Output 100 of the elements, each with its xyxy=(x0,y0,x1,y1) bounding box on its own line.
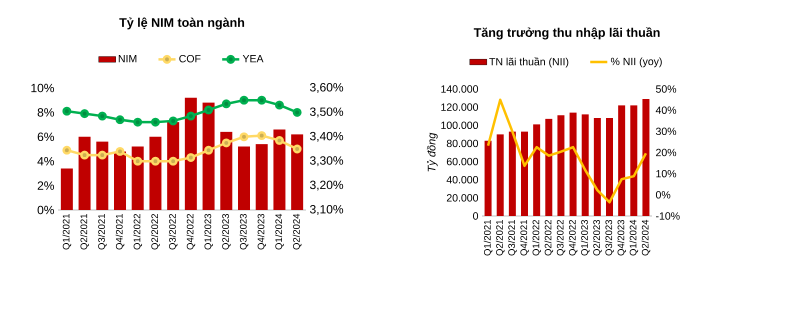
point xyxy=(98,112,107,121)
x-tick-label: Q4/2021 xyxy=(520,220,529,256)
x-tick-label: Q4/2022 xyxy=(568,220,578,256)
point xyxy=(186,112,196,121)
x-tick-label: Q4/2023 xyxy=(617,220,626,256)
y2-tick-label: 30% xyxy=(656,128,676,136)
point xyxy=(292,144,302,154)
point xyxy=(257,131,266,140)
x-tick-label: Q3/2023 xyxy=(605,220,614,256)
x-tick-label: Q3/2021 xyxy=(98,214,107,250)
point xyxy=(222,99,231,108)
x-tick-label: Q1/2022 xyxy=(532,220,541,256)
x-tick-label: Q1/2024 xyxy=(275,214,284,250)
x-tick-label: Q2/2024 xyxy=(292,214,302,250)
y2-tick-label: 40% xyxy=(656,106,676,114)
x-tick-label: Q3/2022 xyxy=(556,220,566,256)
point xyxy=(168,156,178,166)
point xyxy=(133,156,142,166)
bar xyxy=(521,132,528,216)
point xyxy=(62,146,72,155)
point xyxy=(116,115,124,124)
x-tick-label: Q1/2024 xyxy=(629,220,638,256)
point xyxy=(274,100,284,110)
legend-label: COF xyxy=(179,54,201,62)
y-tick-label: 80.000 xyxy=(446,140,478,148)
y-axis-title: Tỷ đồng xyxy=(426,132,438,172)
point xyxy=(150,118,160,127)
y2-tick-label: 3,20% xyxy=(310,180,344,191)
y2-tick-label: 3,40% xyxy=(310,132,344,142)
x-tick-label: Q3/2021 xyxy=(508,220,517,256)
bar xyxy=(533,124,540,216)
bar xyxy=(484,140,492,216)
y-tick-label: 100.000 xyxy=(441,122,478,130)
y2-tick-label: 10% xyxy=(656,170,676,178)
x-tick-label: Q2/2021 xyxy=(80,214,89,250)
point xyxy=(80,150,90,160)
point xyxy=(204,146,214,155)
x-tick-label: Q2/2022 xyxy=(544,220,554,256)
x-tick-label: Q1/2021 xyxy=(484,220,492,256)
bar xyxy=(582,114,589,216)
point xyxy=(98,150,107,160)
y2-tick-label: 3,30% xyxy=(310,156,344,166)
legend-label: NIM xyxy=(118,55,136,62)
x-tick-label: Q2/2023 xyxy=(222,214,231,250)
y-tick-label: 120.000 xyxy=(441,103,478,111)
y2-tick-label: 0% xyxy=(656,191,670,199)
chart-title: Tỷ lệ NIM toàn ngành xyxy=(119,17,244,30)
x-tick-label: Q2/2023 xyxy=(593,220,602,256)
x-tick-label: Q1/2023 xyxy=(204,214,213,250)
bar xyxy=(606,118,614,216)
x-tick-label: Q2/2022 xyxy=(151,214,160,250)
x-tick-label: Q1/2023 xyxy=(580,220,590,256)
x-tick-label: Q2/2021 xyxy=(496,220,505,256)
y-tick-label: 40.000 xyxy=(446,176,478,184)
y2-tick-label: -10% xyxy=(656,212,680,220)
y-tick-label: 60.000 xyxy=(446,158,478,166)
legend-label: YEA xyxy=(242,55,264,62)
point xyxy=(222,138,231,148)
x-tick-label: Q3/2023 xyxy=(240,214,248,250)
x-tick-label: Q4/2021 xyxy=(116,214,124,250)
y2-tick-label: 20% xyxy=(656,148,676,156)
point xyxy=(240,132,248,142)
x-tick-label: Q4/2022 xyxy=(186,214,196,250)
point xyxy=(150,156,160,166)
y2-tick-label: 3,10% xyxy=(310,205,344,215)
point xyxy=(133,118,142,127)
point xyxy=(116,146,124,156)
bar xyxy=(557,115,564,216)
point xyxy=(80,109,90,118)
y-tick-label: 0% xyxy=(38,206,54,214)
y2-tick-label: 3,50% xyxy=(310,107,344,118)
bar xyxy=(618,105,626,216)
x-tick-label: Q4/2023 xyxy=(257,214,266,250)
bar xyxy=(496,134,504,216)
bar xyxy=(508,132,516,216)
point xyxy=(186,153,196,162)
bar xyxy=(594,118,601,216)
y-tick-label: 2% xyxy=(38,181,54,190)
point xyxy=(257,96,266,105)
point xyxy=(204,106,214,114)
y2-tick-label: 50% xyxy=(656,85,676,93)
legend-label: % NII (yoy) xyxy=(610,57,662,68)
y-tick-label: 8% xyxy=(38,108,54,117)
point xyxy=(292,108,302,117)
y-tick-label: 4% xyxy=(37,157,54,166)
chart-title: Tăng trưởng thu nhập lãi thuần xyxy=(474,27,660,40)
legend-label: TN lãi thuần (NII) xyxy=(489,57,568,68)
bar xyxy=(570,112,577,216)
x-tick-label: Q1/2022 xyxy=(133,214,142,250)
bar xyxy=(642,98,650,216)
line-series xyxy=(486,98,648,204)
x-tick-label: Q2/2024 xyxy=(642,220,650,256)
bar xyxy=(630,105,638,216)
point xyxy=(240,96,248,105)
y2-tick-label: 3,60% xyxy=(310,83,344,93)
y-tick-label: 140.000 xyxy=(441,85,478,93)
y-tick-label: 0 xyxy=(473,212,478,220)
point xyxy=(168,116,178,126)
x-tick-label: Q1/2021 xyxy=(62,214,72,250)
x-tick-label: Q3/2022 xyxy=(168,214,178,250)
